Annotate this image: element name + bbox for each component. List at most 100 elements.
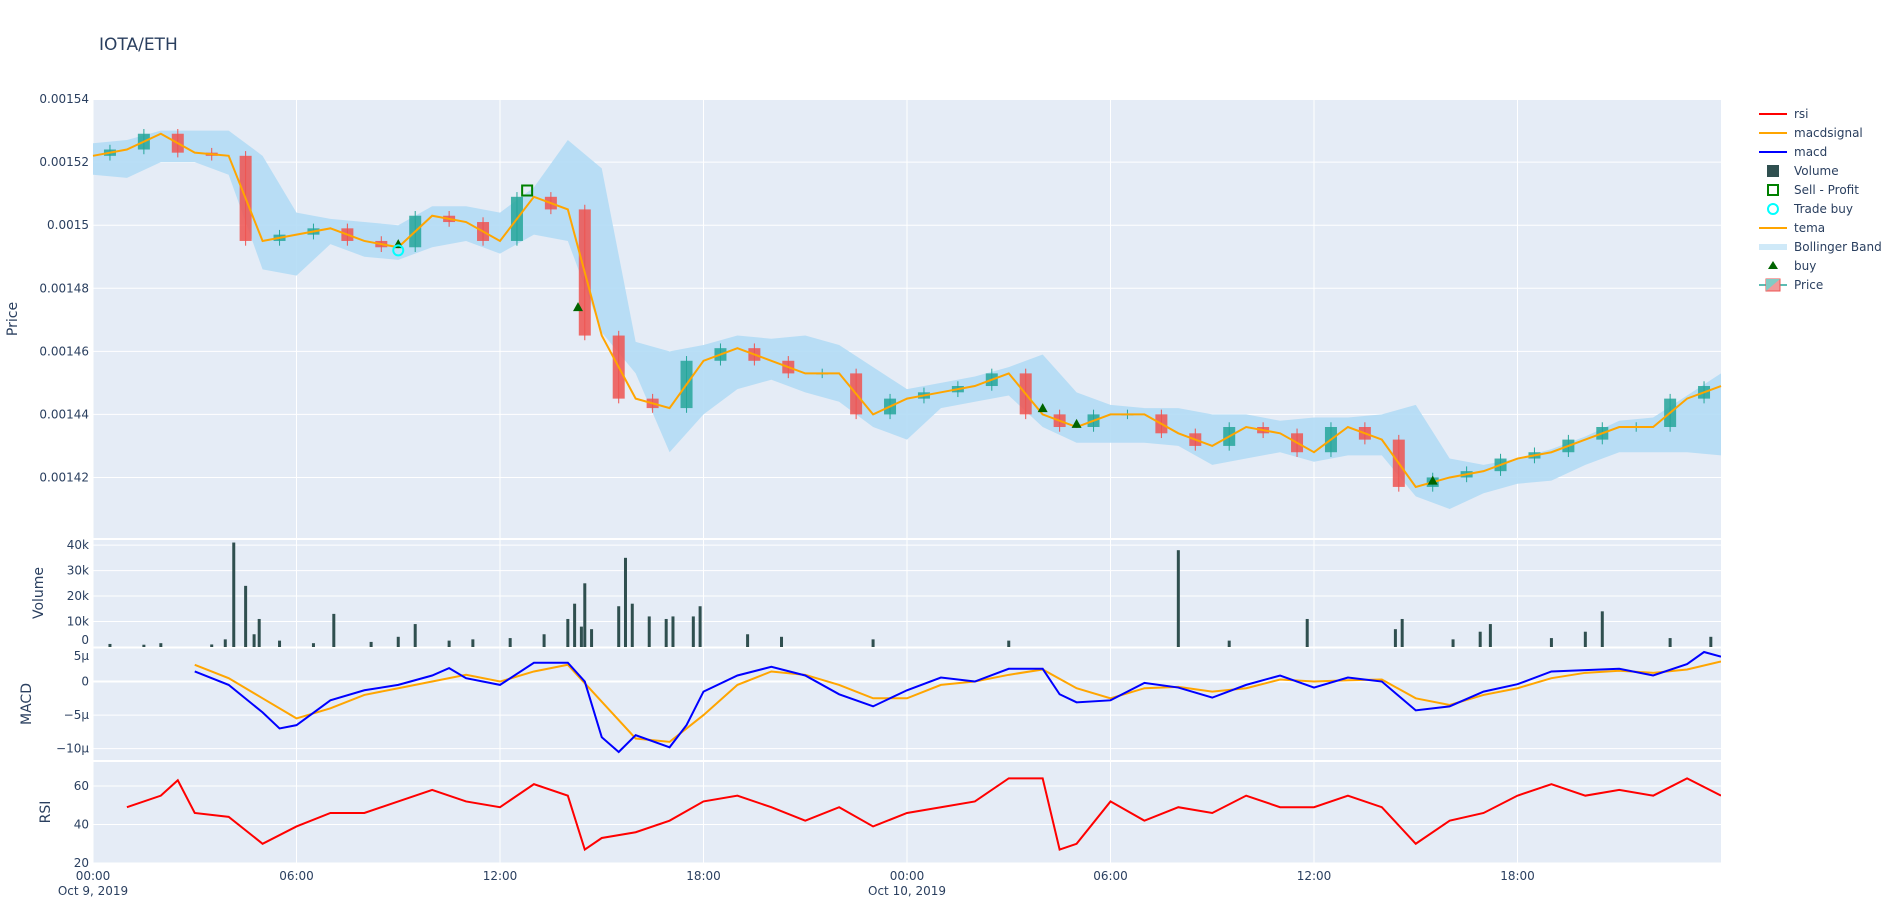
volume-bar	[1227, 640, 1231, 647]
volume-bar	[542, 634, 546, 647]
x-tick-label: 18:00	[1500, 869, 1535, 883]
legend-square-icon	[1767, 165, 1779, 177]
x-tick-label: 12:00	[1297, 869, 1332, 883]
x-tick-date: Oct 9, 2019	[58, 884, 128, 898]
legend-label: Volume	[1794, 164, 1839, 178]
macd-tick-label: −5µ	[64, 708, 90, 722]
volume-bar	[579, 626, 583, 647]
legend-item-tema[interactable]: tema	[1759, 221, 1825, 235]
rsi-axis-title: RSI	[38, 801, 54, 824]
volume-bar	[1400, 618, 1404, 647]
sell-profit-marker	[521, 184, 534, 197]
legend-candle-icon	[1766, 279, 1780, 291]
volume-bar	[142, 644, 146, 647]
legend-label: rsi	[1794, 107, 1809, 121]
legend-item-buy[interactable]: buy	[1768, 259, 1816, 273]
volume-bar	[664, 618, 668, 647]
x-tick-date: Oct 10, 2019	[868, 884, 946, 898]
price-tick-label: 0.00154	[39, 92, 89, 106]
volume-bar	[691, 616, 695, 647]
chart-title: IOTA/ETH	[99, 35, 178, 55]
bollinger-band	[93, 130, 1721, 509]
buy-marker	[1427, 475, 1438, 485]
volume-bar	[447, 640, 451, 647]
legend-item-bollinger-band[interactable]: Bollinger Band	[1759, 240, 1882, 254]
volume-bar	[369, 641, 373, 647]
x-tick-label: 18:00	[686, 869, 721, 883]
volume-bar	[159, 643, 163, 647]
volume-bar	[698, 606, 702, 647]
buy-marker	[1071, 418, 1082, 428]
legend-item-macdsignal[interactable]: macdsignal	[1759, 126, 1863, 140]
price-tick-label: 0.00146	[39, 344, 89, 358]
legend[interactable]: rsi macdsignal macd Volume Sell - Profit Trad…	[1759, 107, 1882, 292]
rsi-tick-label: 40	[74, 818, 89, 832]
volume-bar	[1176, 550, 1180, 647]
rsi-line	[126, 777, 1721, 852]
volume-bar	[1668, 638, 1672, 647]
legend-label: Trade buy	[1793, 202, 1853, 216]
macd-axis-title: MACD	[19, 683, 35, 725]
volume-bar	[508, 638, 512, 647]
volume-bar	[1478, 631, 1482, 647]
price-tick-label: 0.00152	[39, 155, 89, 169]
volume-axis-title: Volume	[31, 567, 47, 619]
volume-bar	[1488, 624, 1492, 647]
price-tick-label: 0.00144	[39, 407, 89, 421]
volume-bar	[671, 616, 675, 647]
x-tick-label: 00:00	[890, 869, 925, 883]
volume-bar	[1007, 640, 1011, 647]
volume-tick-label: 20k	[67, 589, 89, 603]
macd-tick-label: 0	[81, 675, 89, 689]
volume-bar	[590, 629, 594, 647]
legend-item-macd[interactable]: macd	[1759, 145, 1827, 159]
x-tick-label: 00:00	[76, 869, 111, 883]
buy-marker	[573, 302, 584, 312]
volume-tick-label: 30k	[67, 564, 89, 578]
legend-label: Bollinger Band	[1794, 240, 1882, 254]
volume-bar	[108, 643, 112, 647]
price-tick-label: 0.00142	[39, 470, 89, 484]
legend-item-trade-buy[interactable]: Trade buy	[1767, 202, 1853, 216]
volume-bar	[566, 618, 570, 647]
legend-label: macd	[1794, 145, 1827, 159]
legend-circle-icon	[1767, 203, 1779, 215]
legend-label: Sell - Profit	[1794, 183, 1859, 197]
volume-bar	[1451, 639, 1455, 647]
volume-bar	[278, 640, 282, 647]
volume-bar	[471, 639, 475, 647]
price-tick-label: 0.0015	[47, 218, 89, 232]
volume-tick-label: 0	[81, 633, 89, 647]
rsi-tick-label: 60	[74, 779, 89, 793]
volume-bar	[396, 636, 400, 647]
volume-bar	[311, 643, 315, 647]
volume-bar	[232, 542, 236, 647]
volume-bar	[871, 639, 875, 647]
volume-bar	[223, 639, 227, 647]
rsi-tick-label: 20	[74, 856, 89, 870]
legend-item-sell-profit[interactable]: Sell - Profit	[1767, 183, 1859, 197]
x-tick-label: 06:00	[279, 869, 314, 883]
volume-bar	[780, 636, 784, 647]
volume-bar	[210, 644, 214, 647]
volume-bar	[257, 618, 261, 647]
volume-tick-label: 40k	[67, 538, 89, 552]
legend-item-volume[interactable]: Volume	[1767, 164, 1839, 178]
volume-bar	[1709, 636, 1713, 647]
legend-square-icon	[1767, 184, 1779, 196]
volume-bar	[1305, 618, 1309, 647]
price-axis-title: Price	[5, 302, 21, 336]
legend-triangle-icon	[1768, 261, 1778, 269]
volume-bar	[1583, 631, 1587, 647]
legend-item-rsi[interactable]: rsi	[1759, 107, 1809, 121]
price-tick-label: 0.00148	[39, 281, 89, 295]
legend-label: macdsignal	[1794, 126, 1863, 140]
volume-bar	[332, 613, 336, 647]
volume-bar	[647, 616, 651, 647]
macd-tick-label: 5µ	[74, 649, 90, 663]
macd-line	[194, 650, 1721, 754]
volume-tick-label: 10k	[67, 615, 89, 629]
volume-bar	[413, 624, 417, 647]
legend-item-price[interactable]: Price	[1759, 278, 1823, 292]
